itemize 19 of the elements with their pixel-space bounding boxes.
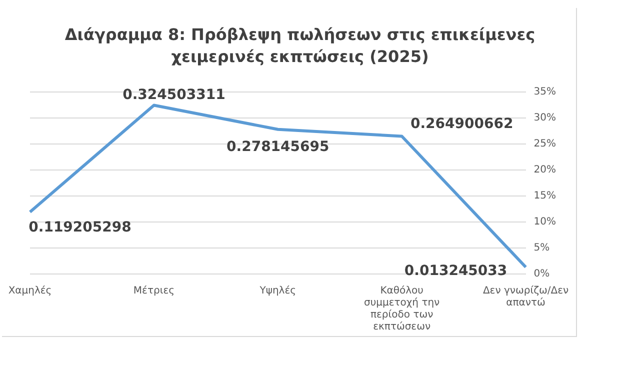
y-tick-label: 20% (534, 164, 556, 176)
x-tick-label: Καθόλου συμμετοχή την περίοδο των εκπτώσεων (364, 286, 440, 333)
chart-title: Διάγραμμα 8: Πρόβλεψη πωλήσεων στις επικείμενες χειμερινές εκπτώσεις (2025) (64, 24, 536, 68)
y-tick-label: 5% (534, 242, 550, 254)
x-tick-label: Υψηλές (258, 286, 296, 297)
data-label: 0.278145695 (226, 139, 330, 156)
x-tick-label: Μέτριες (133, 286, 174, 297)
y-tick-label: 25% (534, 138, 556, 150)
x-tick-label: Χαμηλές (8, 286, 52, 297)
y-tick-label: 0% (534, 268, 550, 280)
data-label: 0.013245033 (404, 262, 508, 279)
x-tick-label: Δεν γνωρίζω/Δεν απαντώ (482, 286, 569, 309)
y-tick-label: 35% (534, 86, 556, 98)
y-tick-label: 10% (534, 216, 556, 228)
data-label: 0.264900662 (410, 116, 514, 132)
data-label: 0.324503311 (122, 86, 226, 103)
y-tick-label: 30% (534, 112, 556, 124)
y-tick-label: 15% (534, 190, 556, 202)
data-label: 0.119205298 (28, 220, 132, 236)
